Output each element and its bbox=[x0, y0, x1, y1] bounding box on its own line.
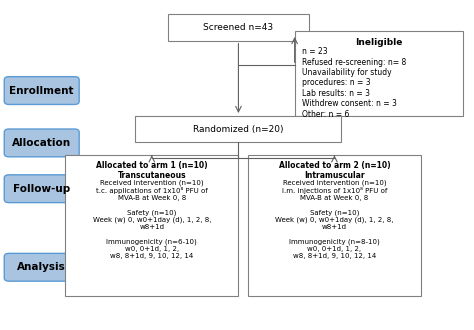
Text: Enrollment: Enrollment bbox=[9, 85, 74, 96]
Text: Received intervention (n=10)
i.m. injections of 1x10⁸ PFU of
MVA-B at Week 0, 8
: Received intervention (n=10) i.m. inject… bbox=[275, 180, 394, 259]
FancyBboxPatch shape bbox=[168, 15, 309, 41]
FancyBboxPatch shape bbox=[4, 253, 79, 281]
Text: Received intervention (n=10)
t.c. applications of 1x10⁸ PFU of
MVA-B at Week 0, : Received intervention (n=10) t.c. applic… bbox=[92, 180, 211, 259]
Text: Ineligible: Ineligible bbox=[355, 38, 402, 47]
Text: Allocated to arm 1 (n=10)
Transcutaneous: Allocated to arm 1 (n=10) Transcutaneous bbox=[96, 161, 208, 181]
Text: Randomized (n=20): Randomized (n=20) bbox=[193, 124, 283, 134]
FancyBboxPatch shape bbox=[295, 31, 463, 116]
FancyBboxPatch shape bbox=[136, 116, 341, 142]
Text: Analysis: Analysis bbox=[18, 262, 66, 272]
Text: Allocated to arm 2 (n=10)
Intramuscular: Allocated to arm 2 (n=10) Intramuscular bbox=[279, 161, 390, 181]
FancyBboxPatch shape bbox=[248, 155, 421, 296]
Text: n = 23
Refused re-screening: n= 8
Unavailability for study
procedures: n = 3
Lab: n = 23 Refused re-screening: n= 8 Unavai… bbox=[301, 47, 406, 118]
FancyBboxPatch shape bbox=[4, 175, 79, 203]
Text: Allocation: Allocation bbox=[12, 138, 71, 148]
Text: Follow-up: Follow-up bbox=[13, 184, 70, 194]
Text: Screened n=43: Screened n=43 bbox=[203, 23, 273, 32]
FancyBboxPatch shape bbox=[65, 155, 238, 296]
FancyBboxPatch shape bbox=[4, 129, 79, 157]
FancyBboxPatch shape bbox=[4, 77, 79, 105]
